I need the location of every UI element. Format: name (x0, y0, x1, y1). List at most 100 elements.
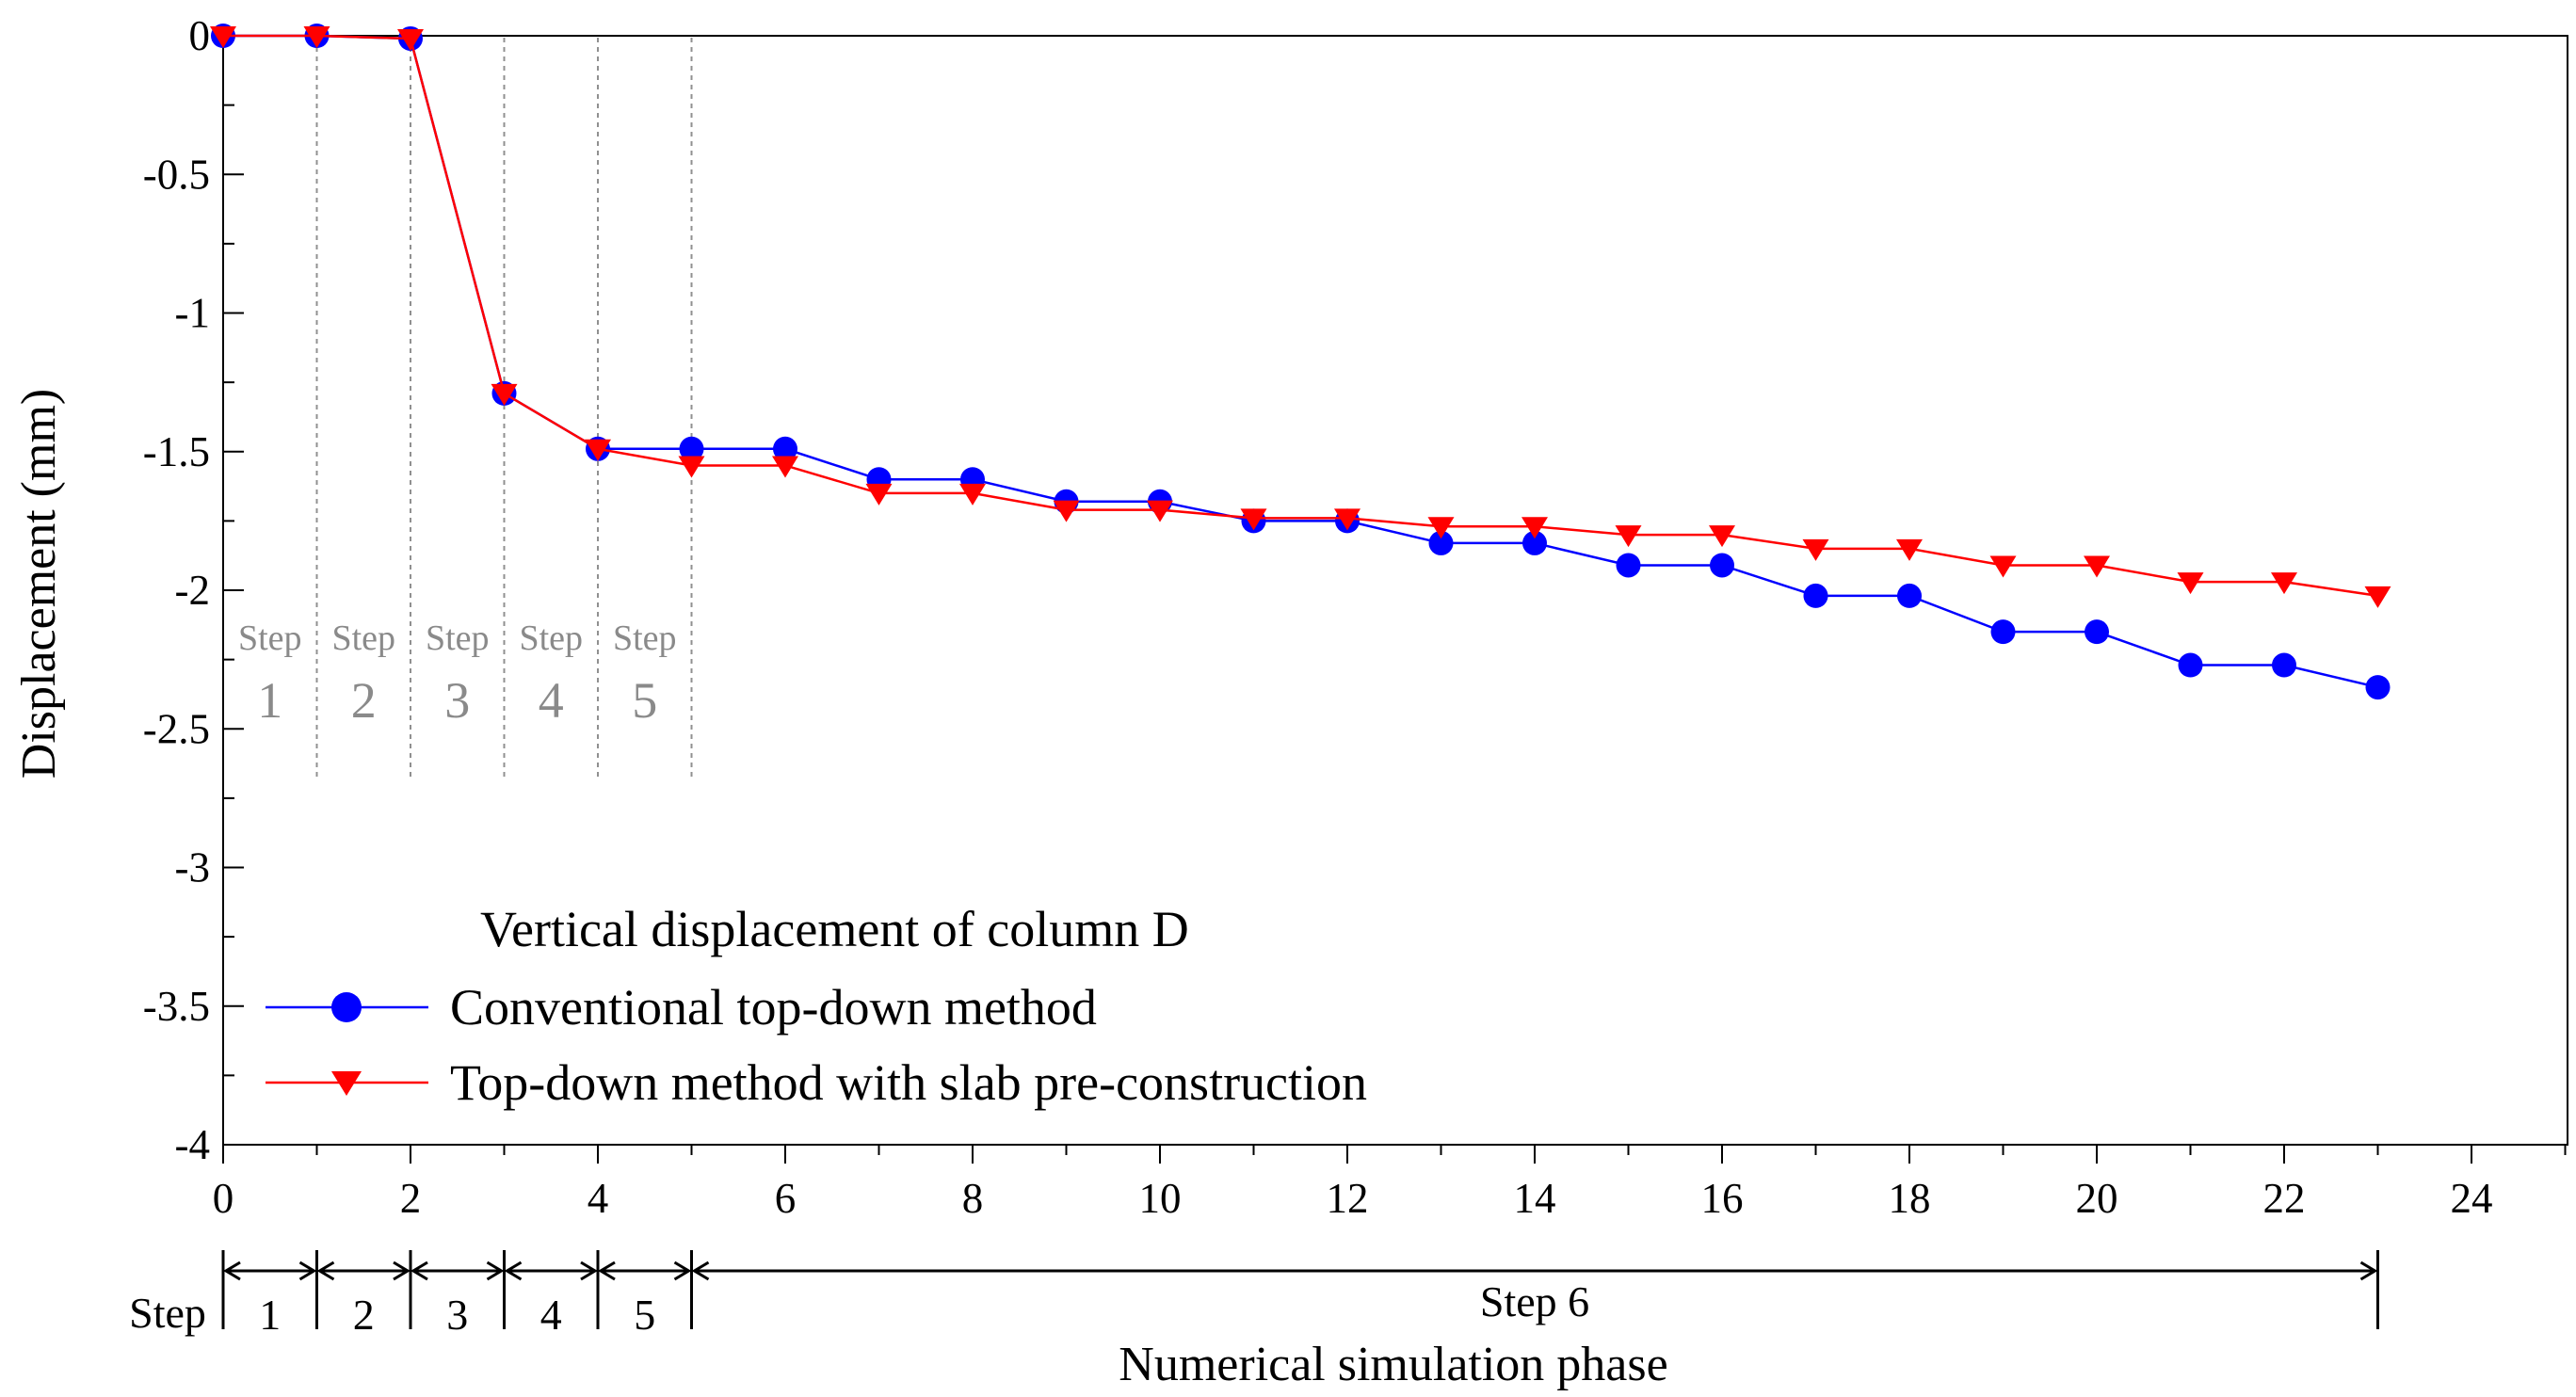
plot-step-number: 3 (444, 672, 470, 729)
x-tick-label: 0 (213, 1175, 234, 1222)
data-point-preconstruction (303, 26, 330, 48)
data-point-preconstruction (1615, 525, 1642, 548)
data-point-preconstruction (959, 483, 986, 506)
step-axis-arrow-right (580, 1261, 598, 1281)
data-point-preconstruction (397, 28, 424, 51)
plot-step-number: 2 (351, 672, 377, 729)
y-tick-label: -1 (175, 290, 211, 337)
data-point-preconstruction (1334, 508, 1360, 531)
y-tick-label: -4 (175, 1121, 211, 1168)
plot-step-word: Step (519, 618, 583, 658)
step-axis-arrow-right (486, 1261, 505, 1281)
y-tick-label: -2 (175, 567, 211, 614)
legend-swatch-marker-conventional (331, 992, 362, 1022)
data-point-preconstruction (1521, 517, 1548, 539)
data-point-conventional (1990, 619, 2016, 645)
y-axis-title: Displacement (mm) (12, 389, 66, 779)
plot-step-labels: Step 1 Step 2 Step 3 Step 4 Step 5 (238, 618, 677, 729)
data-point-preconstruction (865, 483, 893, 506)
data-point-preconstruction (1147, 500, 1173, 522)
data-point-conventional (773, 436, 797, 461)
data-point-conventional (2272, 652, 2296, 678)
data-point-conventional (1522, 530, 1547, 555)
data-point-preconstruction (585, 439, 611, 461)
step-axis-arrow-left (411, 1261, 428, 1281)
legend-label-preconstruction: Top-down method with slab pre-constructi… (450, 1054, 1367, 1111)
step-axis-label: 5 (634, 1291, 655, 1339)
y-tick-label: -2.5 (143, 705, 210, 752)
step-axis-arrow-left (316, 1261, 335, 1281)
data-point-preconstruction (2364, 586, 2391, 608)
data-point-preconstruction (491, 383, 518, 406)
series-line-conventional (223, 34, 2378, 689)
step-axis-label: 3 (446, 1291, 468, 1339)
legend-label-conventional: Conventional top-down method (450, 979, 1097, 1036)
step-axis-arrow-right (673, 1261, 692, 1281)
data-point-preconstruction (210, 26, 236, 48)
step-axis-arrow-left (223, 1261, 241, 1281)
x-tick-label: 12 (1327, 1175, 1369, 1222)
step-axis-arrow-left (504, 1261, 523, 1281)
data-point-preconstruction (1802, 538, 1829, 561)
step-axis-arrow-left (691, 1261, 710, 1281)
x-tick-label: 24 (2451, 1175, 2493, 1222)
legend-swatch-marker-preconstruction (331, 1071, 362, 1096)
y-tick-label: 0 (189, 12, 211, 59)
data-point-preconstruction (678, 456, 705, 478)
data-point-preconstruction (1709, 525, 1735, 548)
plot-step-word: Step (613, 618, 677, 658)
data-point-preconstruction (1896, 538, 1923, 561)
step-axis: Step 1 2 3 4 5 Step 6 (129, 1250, 2379, 1339)
data-point-preconstruction (2084, 555, 2110, 578)
data-series (210, 24, 2391, 700)
x-tick-label: 18 (1889, 1175, 1931, 1222)
data-point-conventional (1803, 583, 1828, 608)
x-tick-label: 2 (400, 1175, 422, 1222)
x-tick-label: 16 (1701, 1175, 1744, 1222)
step-axis-label: 4 (540, 1291, 562, 1339)
series-line-preconstruction (223, 34, 2378, 598)
x-tick-label: 10 (1139, 1175, 1182, 1222)
plot-step-number: 4 (539, 672, 564, 729)
step-axis-label: 1 (259, 1291, 281, 1339)
y-tick-label: -1.5 (143, 428, 210, 475)
y-tick-label: -3.5 (143, 983, 210, 1030)
step-axis-arrow-right (298, 1261, 317, 1281)
x-tick-label: 20 (2076, 1175, 2118, 1222)
data-point-conventional (1710, 553, 1734, 578)
axis-ticks: 0-0.5-1-1.5-2-2.5-3-3.5-40 2 4 6 8 10 12 14 16 18… (143, 12, 2567, 1222)
plot-step-word: Step (238, 618, 302, 658)
plot-step-number: 1 (257, 672, 282, 729)
x-axis-title: Numerical simulation phase (1119, 1338, 1667, 1391)
x-tick-label: 14 (1514, 1175, 1556, 1222)
data-point-conventional (1897, 583, 1922, 608)
x-tick-label: 8 (962, 1175, 984, 1222)
data-point-preconstruction (2271, 572, 2297, 595)
step-axis-label: 2 (353, 1291, 375, 1339)
step-axis-prefix: Step (129, 1289, 206, 1337)
step-axis-arrow-left (598, 1261, 616, 1281)
x-tick-label: 22 (2263, 1175, 2306, 1222)
plot-step-word: Step (331, 618, 395, 658)
x-tick-label: 6 (775, 1175, 797, 1222)
plot-step-number: 5 (632, 672, 657, 729)
data-point-conventional (2085, 619, 2109, 645)
x-tick-label: 4 (588, 1175, 609, 1222)
data-point-conventional (2178, 652, 2203, 678)
step-dividers (315, 38, 693, 781)
step-axis-arrow-right (2359, 1261, 2378, 1281)
legend: Vertical displacement of column D Conven… (266, 901, 1367, 1111)
legend-title: Vertical displacement of column D (480, 901, 1189, 957)
data-point-preconstruction (1989, 555, 2017, 578)
y-tick-label: -3 (175, 844, 211, 891)
data-point-conventional (1616, 553, 1641, 578)
data-point-preconstruction (772, 456, 798, 478)
data-point-preconstruction (2177, 572, 2204, 595)
data-point-preconstruction (1427, 517, 1455, 539)
data-point-conventional (679, 436, 704, 461)
plot-step-word: Step (426, 618, 490, 658)
step-axis-label: Step 6 (1480, 1277, 1589, 1325)
data-point-preconstruction (1053, 500, 1080, 522)
step-axis-arrow-right (393, 1261, 411, 1281)
